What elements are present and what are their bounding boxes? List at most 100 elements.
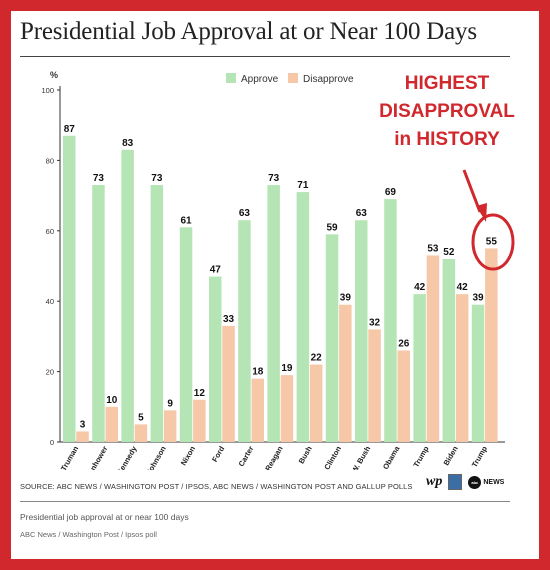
data-label-disapprove-9: 39 <box>340 293 352 304</box>
bar-disapprove-9 <box>339 304 352 442</box>
data-label-disapprove-7: 19 <box>281 363 293 374</box>
bar-approve-12 <box>413 294 426 442</box>
bar-approve-3 <box>150 185 164 443</box>
x-tick-label-2: Kennedy <box>115 444 139 470</box>
x-tick-label-12: Trump <box>411 444 430 469</box>
bar-approve-4 <box>179 227 193 442</box>
annotation-line-3: in HISTORY <box>394 129 500 150</box>
bar-approve-8 <box>296 192 310 442</box>
bar-approve-14 <box>471 304 485 442</box>
y-tick-label-1: 20 <box>46 368 54 377</box>
data-label-approve-10: 63 <box>356 208 368 219</box>
title-divider <box>20 56 510 57</box>
data-label-disapprove-13: 42 <box>457 282 469 293</box>
y-axis-label: % <box>50 70 58 80</box>
data-label-disapprove-0: 3 <box>80 419 86 430</box>
y-tick-label-0: 0 <box>50 438 54 447</box>
y-tick-label-3: 60 <box>46 227 54 236</box>
data-label-disapprove-8: 22 <box>311 353 323 364</box>
y-tick-label-5: 100 <box>41 86 54 95</box>
data-label-disapprove-2: 5 <box>138 412 144 423</box>
data-label-approve-13: 52 <box>443 247 455 258</box>
legend-label-disapprove: Disapprove <box>303 74 354 85</box>
data-label-approve-11: 69 <box>385 187 397 198</box>
data-label-disapprove-6: 18 <box>252 367 264 378</box>
data-label-approve-6: 63 <box>239 208 251 219</box>
bar-approve-11 <box>384 199 397 442</box>
data-label-disapprove-12: 53 <box>427 243 439 254</box>
bar-disapprove-14 <box>485 248 498 442</box>
data-label-disapprove-1: 10 <box>106 395 118 406</box>
x-tick-label-13: Biden <box>442 444 460 467</box>
bar-approve-7 <box>267 185 280 443</box>
x-tick-label-8: Bush <box>297 444 314 465</box>
bar-approve-10 <box>355 220 368 442</box>
x-tick-label-9: Clinton <box>322 444 343 470</box>
data-label-disapprove-4: 12 <box>194 388 206 399</box>
data-label-approve-4: 61 <box>180 215 192 226</box>
data-label-approve-8: 71 <box>297 180 309 191</box>
bar-disapprove-0 <box>76 431 89 442</box>
bar-approve-0 <box>63 135 76 442</box>
x-tick-label-10: G.W. Bush <box>346 444 373 470</box>
publisher-logos: wp abc NEWS <box>426 474 504 490</box>
x-tick-label-0: Truman <box>59 444 81 470</box>
bar-chart: % 0 20 40 60 80 100 Approve Disapprove 87 3 Truman 7… <box>41 70 515 470</box>
data-label-disapprove-5: 33 <box>223 314 235 325</box>
bar-approve-5 <box>209 276 222 442</box>
x-tick-label-7: Reagan <box>263 444 285 470</box>
data-label-approve-1: 73 <box>93 173 105 184</box>
x-tick-label-14: Trump <box>470 444 489 469</box>
bar-disapprove-4 <box>193 399 206 442</box>
annotation-text: HIGHEST DISAPPROVAL in HISTORY <box>372 70 522 154</box>
y-tick-label-2: 40 <box>46 297 54 306</box>
bar-disapprove-11 <box>397 350 410 442</box>
bar-disapprove-2 <box>134 424 148 442</box>
footer-divider <box>20 501 510 502</box>
arrow-head-icon <box>476 203 487 222</box>
bar-disapprove-7 <box>280 375 294 442</box>
bar-disapprove-3 <box>163 410 177 442</box>
bar-approve-2 <box>121 149 134 442</box>
bar-disapprove-1 <box>105 406 118 442</box>
annotation-line-2: DISAPPROVAL <box>379 101 515 122</box>
data-label-disapprove-3: 9 <box>167 398 173 409</box>
bar-approve-9 <box>325 234 339 442</box>
bar-disapprove-12 <box>426 255 440 442</box>
chart-title: Presidential Job Approval at or Near 100… <box>20 18 477 45</box>
x-tick-label-3: Johnson <box>144 444 168 470</box>
bar-disapprove-8 <box>309 364 323 442</box>
legend-swatch-approve <box>226 73 236 83</box>
data-label-disapprove-10: 32 <box>369 317 381 328</box>
bar-disapprove-13 <box>455 294 469 442</box>
data-label-approve-0: 87 <box>64 124 76 135</box>
x-tick-label-1: Eisenhower <box>81 444 110 470</box>
chart-caption: Presidential job approval at or near 100… <box>20 512 189 522</box>
abc-circle-icon: abc <box>468 475 482 489</box>
bar-approve-1 <box>92 185 105 443</box>
x-tick-label-11: Obama <box>381 444 402 470</box>
data-label-disapprove-11: 26 <box>398 338 410 349</box>
annotation-line-1: HIGHEST <box>404 73 490 94</box>
data-label-approve-3: 73 <box>151 173 163 184</box>
bar-approve-13 <box>442 258 456 442</box>
highlight-circle <box>471 213 515 271</box>
data-label-approve-2: 83 <box>122 138 134 149</box>
x-tick-label-4: Nixon <box>179 444 197 467</box>
arrow-shaft <box>462 169 482 213</box>
data-label-approve-14: 39 <box>472 293 484 304</box>
bar-approve-6 <box>238 220 251 442</box>
x-tick-label-5: Ford <box>210 444 226 463</box>
legend-label-approve: Approve <box>241 74 279 85</box>
abc-news-logo: abc NEWS <box>468 475 504 489</box>
source-note: SOURCE: ABC NEWS / WASHINGTON POST / IPS… <box>20 482 413 491</box>
x-tick-label-6: Carter <box>237 444 256 468</box>
bar-disapprove-6 <box>251 378 264 442</box>
ipsos-logo-icon <box>448 474 463 490</box>
chart-credit: ABC News / Washington Post / Ipsos poll <box>20 530 157 539</box>
data-label-approve-12: 42 <box>414 282 426 293</box>
bar-disapprove-10 <box>368 329 381 442</box>
data-label-approve-7: 73 <box>268 173 280 184</box>
washington-post-logo: wp <box>426 474 443 489</box>
bar-disapprove-5 <box>222 325 235 442</box>
